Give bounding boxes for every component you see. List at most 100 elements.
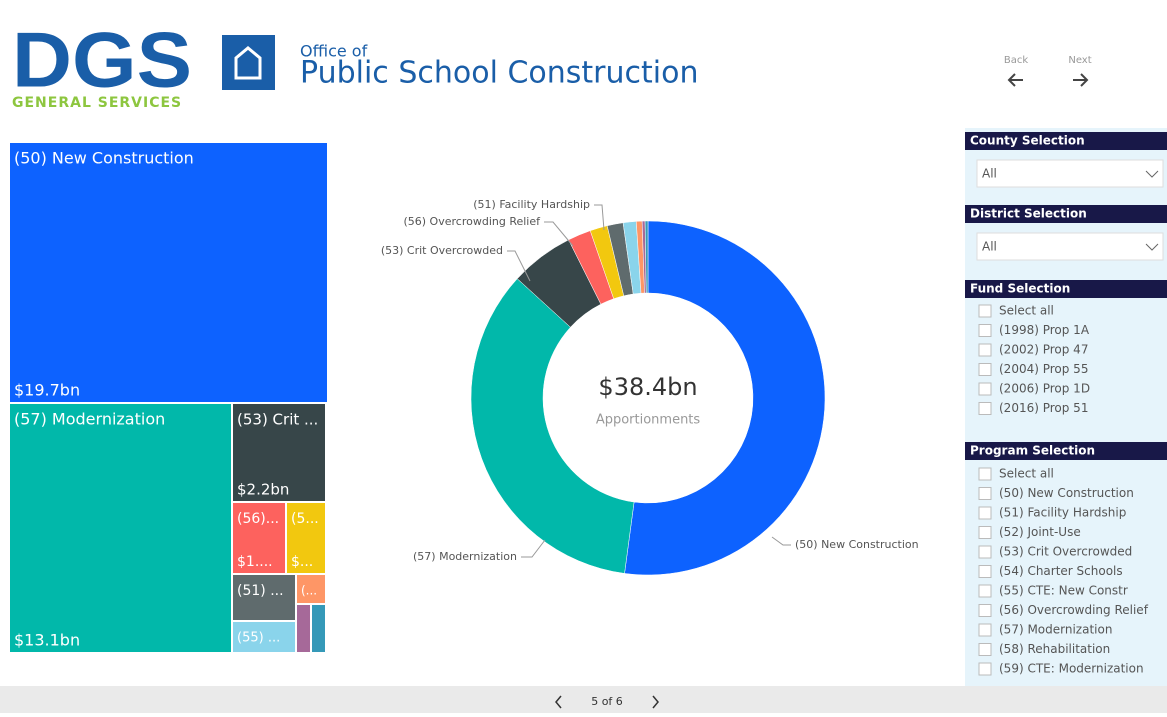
treemap-tile [233,622,295,652]
slicer-title: County Selection [970,134,1085,148]
treemap-tile [297,605,310,652]
leader-line [594,204,605,231]
checkbox[interactable] [978,304,992,318]
donut-label: (50) New Construction [795,538,919,551]
checkbox[interactable] [978,565,992,578]
donut-center-value: $38.4bn [598,373,697,401]
checkbox-label: (2004) Prop 55 [999,362,1088,376]
logo-dgs: DGS [12,16,192,104]
checkbox[interactable] [978,467,992,481]
checkbox-label: (58) Rehabilitation [999,642,1110,656]
tile-value: $... [291,554,313,570]
checkbox-label: (59) CTE: Modernization [999,662,1144,676]
donut-label: (57) Modernization [413,550,517,563]
school-icon-shape [234,46,262,80]
tile-value: $2.2bn [237,481,289,499]
back-arrow[interactable] [1007,73,1023,87]
leader-line [771,536,791,546]
logo-sub: GENERAL SERVICES [12,95,182,111]
donut-center-label: Apportionments [596,413,701,428]
school-icon [222,35,275,90]
slicer-title: Fund Selection [970,282,1070,296]
checkbox[interactable] [978,584,992,598]
tile-label: (55) ... [237,631,280,646]
checkbox-label: Select all [999,304,1054,318]
checkbox-label: (51) Facility Hardship [999,506,1126,520]
checkbox[interactable] [978,363,992,376]
checkbox[interactable] [978,623,992,637]
slicer-header [965,132,1167,150]
treemap-tile [287,503,325,573]
tile-label: (... [301,584,317,598]
dropdown[interactable] [976,159,1164,188]
donut-label: (56) Overcrowding Relief [403,215,541,228]
back-label[interactable]: Back [1004,55,1028,66]
treemap-tile [233,503,285,573]
dropdown[interactable] [976,232,1164,261]
donut-label: (53) Crit Overcrowded [381,244,503,257]
slicer-header [965,205,1167,223]
treemap-tile [10,404,231,652]
checkbox-label: (2006) Prop 1D [999,382,1090,396]
checkbox-label: (54) Charter Schools [999,564,1123,578]
next-arrow[interactable] [1073,73,1089,87]
checkbox-label: (2016) Prop 51 [999,401,1088,415]
office-title: Public School Construction [300,56,698,91]
next-label[interactable]: Next [1068,55,1091,66]
checkbox-label: (56) Overcrowding Relief [999,603,1149,617]
donut-slice [470,278,635,574]
checkbox[interactable] [978,506,992,520]
dropdown-value: All [982,167,997,181]
tile-label: (56)... [237,511,279,527]
checkbox[interactable] [978,343,992,357]
checkbox[interactable] [978,662,992,676]
checkbox[interactable] [978,643,992,656]
checkbox[interactable] [978,487,992,500]
checkbox[interactable] [978,402,992,415]
checkbox[interactable] [978,604,992,617]
slicer-header [965,280,1167,298]
dropdown-chevron [1145,243,1159,251]
dropdown-value: All [982,240,997,254]
checkbox-label: (57) Modernization [999,623,1112,637]
leader-line [507,250,531,282]
checkbox-label: (53) Crit Overcrowded [999,545,1132,559]
treemap-tile [233,575,295,620]
pager-bar [0,686,1167,713]
leader-line [521,539,546,558]
treemap-tile [10,143,327,402]
pager: 5 of 6 [591,695,623,708]
checkbox-label: (50) New Construction [999,486,1134,500]
tile-label: (53) Crit ... [237,411,318,429]
donut-label: (51) Facility Hardship [473,198,590,211]
tile-value: $13.1bn [14,631,80,650]
tile-value: $19.7bn [14,381,80,400]
checkbox[interactable] [978,526,992,539]
slicer-title: District Selection [970,207,1087,221]
treemap-tile [233,404,325,501]
office-of: Office of [300,42,368,61]
checkbox-label: Select all [999,467,1054,481]
pager-arrows[interactable] [555,695,659,709]
donut-slice [644,220,649,294]
tile-label: (51) ... [237,583,284,599]
donut-slice [624,220,826,576]
treemap-tile [312,605,325,652]
tile-value: $1.... [237,554,273,570]
treemap-tile [297,575,325,603]
checkbox-label: (55) CTE: New Constr [999,584,1128,598]
slicer-header [965,442,1167,460]
dropdown-chevron [1145,170,1159,178]
checkbox-label: (2002) Prop 47 [999,343,1088,357]
checkbox[interactable] [978,382,992,396]
tile-label: (57) Modernization [14,410,165,429]
leader-line [544,221,574,247]
checkbox[interactable] [978,545,992,559]
checkbox-label: (52) Joint-Use [999,525,1081,539]
tile-label: (50) New Construction [14,149,194,168]
slicer-title: Program Selection [970,444,1095,458]
tile-label: (5... [291,511,319,527]
checkbox[interactable] [978,324,992,337]
checkbox-label: (1998) Prop 1A [999,323,1090,337]
